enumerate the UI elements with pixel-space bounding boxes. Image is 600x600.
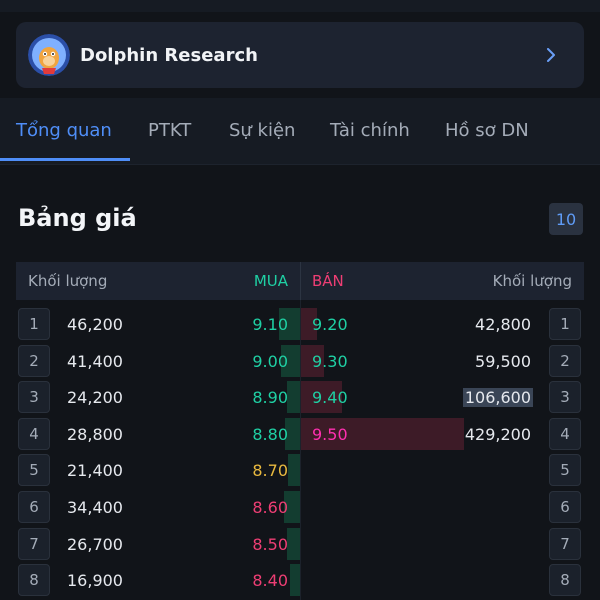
header-divider bbox=[300, 262, 301, 300]
order-book-row: 8 16,900 8.40 8 bbox=[0, 562, 600, 598]
bid-price[interactable]: 8.50 bbox=[252, 534, 288, 554]
bid-price[interactable]: 8.80 bbox=[252, 424, 288, 444]
ask-volume: 42,800 bbox=[475, 315, 531, 334]
bid-price[interactable]: 9.10 bbox=[252, 315, 288, 334]
bid-depth-bar bbox=[281, 344, 300, 377]
bid-level-index: 1 bbox=[18, 308, 50, 340]
bid-volume: 24,200 bbox=[67, 388, 123, 408]
ask-level-index: 8 bbox=[549, 564, 581, 597]
bid-volume: 21,400 bbox=[67, 461, 123, 481]
tab-bar: Tổng quan PTKT Sự kiện Tài chính Hồ sơ D… bbox=[0, 98, 600, 165]
ask-depth-bar bbox=[301, 417, 464, 450]
bid-price[interactable]: 8.70 bbox=[252, 461, 288, 481]
ask-price[interactable]: 9.20 bbox=[312, 315, 348, 334]
order-book-row: 3 24,200 8.90 9.40 106,600 3 bbox=[0, 379, 600, 415]
header-ask: BÁN bbox=[312, 272, 344, 290]
order-book-row: 1 46,200 9.10 9.20 42,800 1 bbox=[0, 306, 600, 342]
ask-level-index: 2 bbox=[549, 344, 581, 377]
bid-volume: 26,700 bbox=[67, 534, 123, 554]
ask-level-index: 1 bbox=[549, 308, 581, 340]
bid-level-index: 5 bbox=[18, 454, 50, 487]
order-book-row: 6 34,400 8.60 6 bbox=[0, 489, 600, 525]
dolphin-avatar-icon bbox=[28, 34, 70, 76]
bid-volume: 16,900 bbox=[67, 571, 123, 591]
tab-ptkt[interactable]: PTKT bbox=[148, 120, 192, 141]
bid-volume: 34,400 bbox=[67, 498, 123, 517]
depth-badge[interactable]: 10 bbox=[549, 203, 583, 235]
bid-depth-bar bbox=[287, 527, 300, 560]
bid-volume: 28,800 bbox=[67, 424, 123, 444]
tab-su-kien[interactable]: Sự kiện bbox=[229, 120, 296, 141]
ask-level-index: 6 bbox=[549, 491, 581, 523]
ask-volume: 429,200 bbox=[464, 424, 531, 444]
order-book-row: 4 28,800 8.80 9.50 429,200 4 bbox=[0, 416, 600, 452]
bid-price[interactable]: 8.40 bbox=[252, 571, 288, 591]
bid-price[interactable]: 9.00 bbox=[252, 351, 288, 371]
bid-depth-bar bbox=[287, 381, 300, 414]
header-bid: MUA bbox=[253, 272, 288, 290]
banner-title: Dolphin Research bbox=[80, 44, 258, 66]
tab-tai-chinh[interactable]: Tài chính bbox=[330, 120, 410, 141]
active-tab-indicator bbox=[0, 158, 130, 161]
bid-level-index: 2 bbox=[18, 344, 50, 377]
bid-level-index: 4 bbox=[18, 417, 50, 450]
bid-level-index: 6 bbox=[18, 491, 50, 523]
order-book-row: 2 41,400 9.00 9.30 59,500 2 bbox=[0, 343, 600, 379]
bid-level-index: 8 bbox=[18, 564, 50, 597]
ask-level-index: 7 bbox=[549, 527, 581, 560]
ask-price[interactable]: 9.50 bbox=[312, 424, 348, 444]
bid-level-index: 7 bbox=[18, 527, 50, 560]
tab-tong-quan[interactable]: Tổng quan bbox=[16, 120, 112, 141]
research-banner[interactable]: Dolphin Research bbox=[16, 22, 584, 88]
bid-price[interactable]: 8.60 bbox=[252, 498, 288, 517]
chevron-right-icon[interactable] bbox=[544, 48, 558, 62]
ask-price[interactable]: 9.30 bbox=[312, 351, 348, 371]
bid-volume: 41,400 bbox=[67, 351, 123, 371]
bid-price[interactable]: 8.90 bbox=[252, 388, 288, 408]
bid-level-index: 3 bbox=[18, 381, 50, 414]
order-book-header: Khối lượng MUA BÁN Khối lượng bbox=[16, 262, 584, 300]
ask-depth-bar bbox=[301, 344, 324, 377]
tab-ho-so-dn[interactable]: Hồ sơ DN bbox=[445, 120, 529, 141]
ask-price[interactable]: 9.40 bbox=[312, 388, 348, 408]
ask-volume: 59,500 bbox=[475, 351, 531, 371]
bid-depth-bar bbox=[288, 454, 300, 487]
header-bid-volume: Khối lượng bbox=[28, 272, 108, 290]
ask-depth-bar bbox=[301, 381, 342, 414]
bid-depth-bar bbox=[285, 417, 300, 450]
ask-level-index: 5 bbox=[549, 454, 581, 487]
ask-volume: 106,600 bbox=[462, 388, 533, 408]
top-bar bbox=[0, 0, 600, 12]
ask-level-index: 3 bbox=[549, 381, 581, 414]
header-ask-volume: Khối lượng bbox=[492, 272, 572, 290]
bid-depth-bar bbox=[290, 564, 300, 597]
bid-depth-bar bbox=[284, 491, 300, 523]
book-divider bbox=[300, 300, 301, 600]
order-book-row: 5 21,400 8.70 5 bbox=[0, 452, 600, 488]
order-book-row: 7 26,700 8.50 7 bbox=[0, 526, 600, 562]
bid-depth-bar bbox=[279, 308, 300, 340]
ask-level-index: 4 bbox=[549, 417, 581, 450]
section-title: Bảng giá bbox=[18, 204, 137, 232]
bid-volume: 46,200 bbox=[67, 315, 123, 334]
ask-depth-bar bbox=[301, 308, 317, 340]
